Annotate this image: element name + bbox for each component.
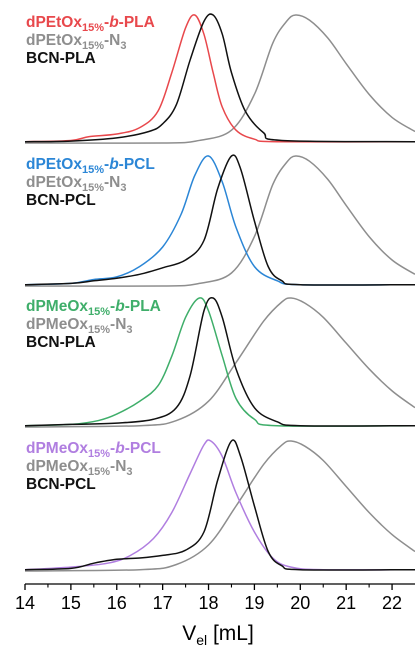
legend-label-4-3: BCN-PCL	[26, 476, 96, 493]
x-tick-label-22: 22	[382, 593, 402, 613]
legend-label-2-1: dPEtOx15%-b-PCL	[26, 156, 155, 176]
legend-label-4-1: dPMeOx15%-b-PCL	[26, 440, 161, 460]
series-line-dpmeox15-b-pcl	[24, 439, 415, 571]
x-axis-title: Vel [mL]	[182, 622, 254, 648]
series-line-dpmeox15-b-pla	[24, 297, 415, 427]
series-line-dpetox15-n3	[24, 14, 415, 144]
series-line-dpetox15-b-pcl	[24, 155, 415, 286]
x-tick-label-17: 17	[153, 593, 173, 613]
legend-label-4-2: dPMeOx15%-N3	[26, 458, 133, 478]
x-tick-label-19: 19	[244, 593, 264, 613]
series-line-bcn-pcl	[24, 154, 415, 286]
legend-label-1-2: dPEtOx15%-N3	[26, 32, 127, 52]
legend-label-1-1: dPEtOx15%-b-PLA	[26, 14, 155, 34]
legend-label-2-3: BCN-PCL	[26, 192, 96, 209]
x-axis: 14 15 16 17 18 19 20 21 22	[15, 583, 415, 613]
series-line-bcn-pla	[24, 296, 415, 427]
legend-label-3-3: BCN-PLA	[26, 334, 96, 351]
legend-label-3-2: dPMeOx15%-N3	[26, 316, 133, 336]
series-line-dpmeox15-n3	[24, 297, 415, 428]
x-tick-label-14: 14	[15, 593, 35, 613]
series-line-dpetox15-n3	[24, 155, 415, 287]
series-line-bcn-pla	[24, 13, 415, 143]
x-tick-label-18: 18	[199, 593, 219, 613]
series-line-dpetox15-b-pla	[24, 14, 415, 143]
x-tick-label-15: 15	[61, 593, 81, 613]
legend-label-2-2: dPEtOx15%-N3	[26, 174, 127, 194]
legend-label-1-3: BCN-PLA	[26, 50, 96, 67]
series-line-dpmeox15-n3	[24, 440, 415, 572]
legend-label-3-1: dPMeOx15%-b-PLA	[26, 298, 161, 318]
x-tick-label-21: 21	[336, 593, 356, 613]
series-line-bcn-pcl	[24, 439, 415, 571]
x-tick-label-20: 20	[290, 593, 310, 613]
x-tick-label-16: 16	[107, 593, 127, 613]
